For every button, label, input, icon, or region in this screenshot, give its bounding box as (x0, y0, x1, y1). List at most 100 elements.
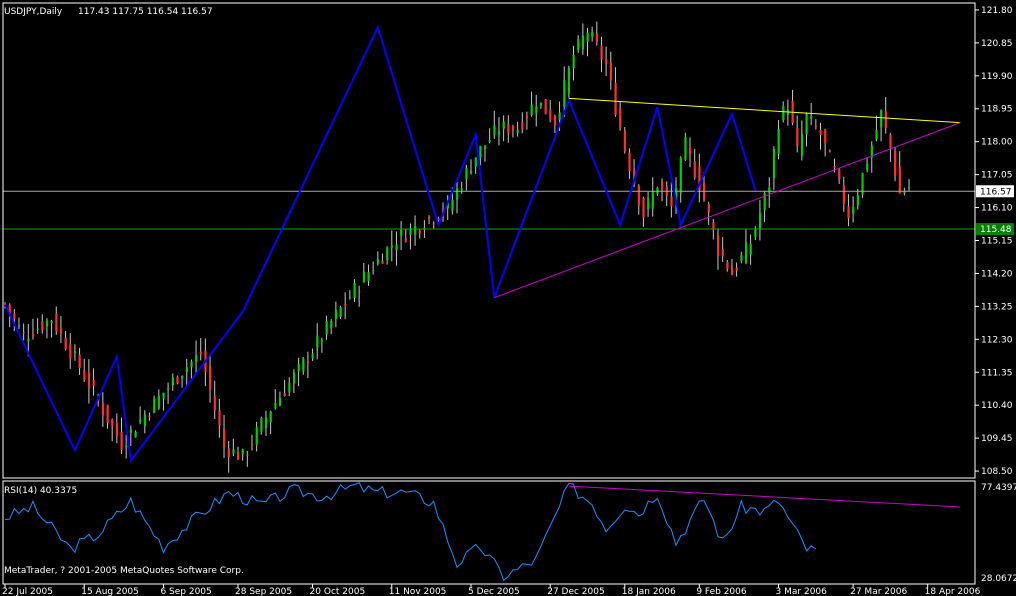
candle-body (292, 372, 296, 384)
candle-body (796, 127, 799, 146)
candle-body (595, 33, 599, 43)
rsi-line (4, 481, 817, 582)
candle-body (185, 367, 188, 373)
date-tick-label: 18 Jan 2006 (622, 587, 676, 596)
bid-tag-label: 116.57 (980, 187, 1012, 197)
candle-body (544, 99, 547, 115)
candle-body (479, 146, 482, 158)
candle-body (707, 203, 710, 213)
date-tick-label: 3 Mar 2006 (776, 587, 828, 596)
candle-body (176, 376, 179, 384)
candle-body (525, 115, 529, 119)
candle-body (218, 410, 221, 426)
candle-body (758, 212, 762, 229)
candle-body (64, 338, 67, 350)
candle-body (516, 129, 519, 133)
candle-body (856, 194, 859, 206)
candle-body (754, 228, 757, 238)
candle-body (153, 398, 156, 414)
candle-body (395, 244, 398, 251)
candle-body (591, 31, 594, 37)
candle-body (735, 268, 738, 271)
rsi-label: RSI(14) 40.3375 (4, 486, 77, 496)
candle-body (36, 328, 39, 330)
price-tick-label: 109.45 (981, 434, 1013, 444)
candle-body (763, 192, 766, 211)
rsi-top-label: 77.4397 (981, 483, 1016, 493)
rsi-pane-frame (2, 480, 976, 585)
candle-body (870, 145, 873, 158)
candle-body (344, 303, 347, 305)
candles-layer (4, 21, 911, 473)
candle-body (521, 122, 524, 130)
candle-body (772, 149, 776, 179)
candle-body (852, 206, 855, 214)
candle-body (875, 129, 878, 140)
candle-body (730, 268, 734, 276)
candle-body (311, 353, 314, 359)
candle-body (884, 111, 887, 129)
candle-body (143, 414, 146, 426)
candle-body (637, 185, 640, 206)
candle-body (120, 431, 123, 450)
candle-body (572, 54, 575, 69)
price-tick-label: 110.40 (981, 401, 1013, 411)
candle-body (847, 206, 850, 219)
candle-body (264, 417, 268, 428)
date-tick-label: 15 Aug 2005 (81, 587, 139, 596)
price-tick-label: 116.10 (981, 204, 1013, 214)
candle-body (465, 168, 468, 180)
candle-body (488, 140, 491, 143)
candle-body (22, 332, 25, 334)
candle-body (101, 403, 105, 416)
candle-body (549, 109, 552, 121)
candle-body (712, 222, 715, 230)
price-tick-label: 114.20 (981, 269, 1013, 279)
candle-body (297, 363, 300, 372)
candle-body (181, 375, 184, 379)
price-tick-label: 120.85 (981, 39, 1013, 49)
candle-body (898, 166, 901, 194)
candle-body (17, 325, 21, 327)
candle-body (460, 188, 463, 191)
candle-body (8, 304, 11, 314)
rsi-bottom-label: 28.0672 (981, 574, 1016, 584)
candle-body (139, 419, 142, 422)
candle-body (451, 199, 454, 211)
level-tag (976, 223, 1014, 236)
zigzag-line (4, 24, 757, 464)
copyright-text: MetaTrader, ? 2001-2005 MetaQuotes Softw… (4, 566, 244, 576)
candle-body (41, 321, 44, 331)
candle-body (670, 196, 673, 207)
candle-body (302, 358, 305, 372)
date-tick-label: 6 Sep 2005 (160, 587, 211, 596)
candle-body (334, 309, 338, 320)
candle-body (195, 354, 198, 362)
candle-body (908, 187, 911, 189)
date-tick-label: 22 Jul 2005 (2, 587, 53, 596)
candle-body (237, 451, 240, 460)
price-tick-label: 117.05 (981, 171, 1013, 181)
candle-body (861, 173, 864, 195)
candle-body (563, 80, 566, 107)
candle-body (148, 416, 151, 418)
candle-body (362, 271, 366, 282)
date-tick-label: 5 Dec 2005 (468, 587, 520, 596)
level-tag-label: 115.48 (980, 225, 1012, 235)
candle-body (339, 307, 342, 317)
candle-body (255, 427, 258, 445)
candle-body (269, 411, 272, 423)
candle-body (106, 404, 109, 424)
candle-body (283, 393, 286, 397)
price-tick-label: 108.50 (981, 467, 1013, 477)
candle-body (31, 333, 35, 337)
candle-body (605, 59, 608, 65)
candle-body (55, 313, 58, 332)
candle-body (689, 147, 692, 153)
date-tick-label: 18 Apr 2006 (925, 587, 981, 596)
candle-body (493, 125, 496, 136)
candle-body (675, 188, 678, 204)
candle-body (819, 130, 822, 135)
